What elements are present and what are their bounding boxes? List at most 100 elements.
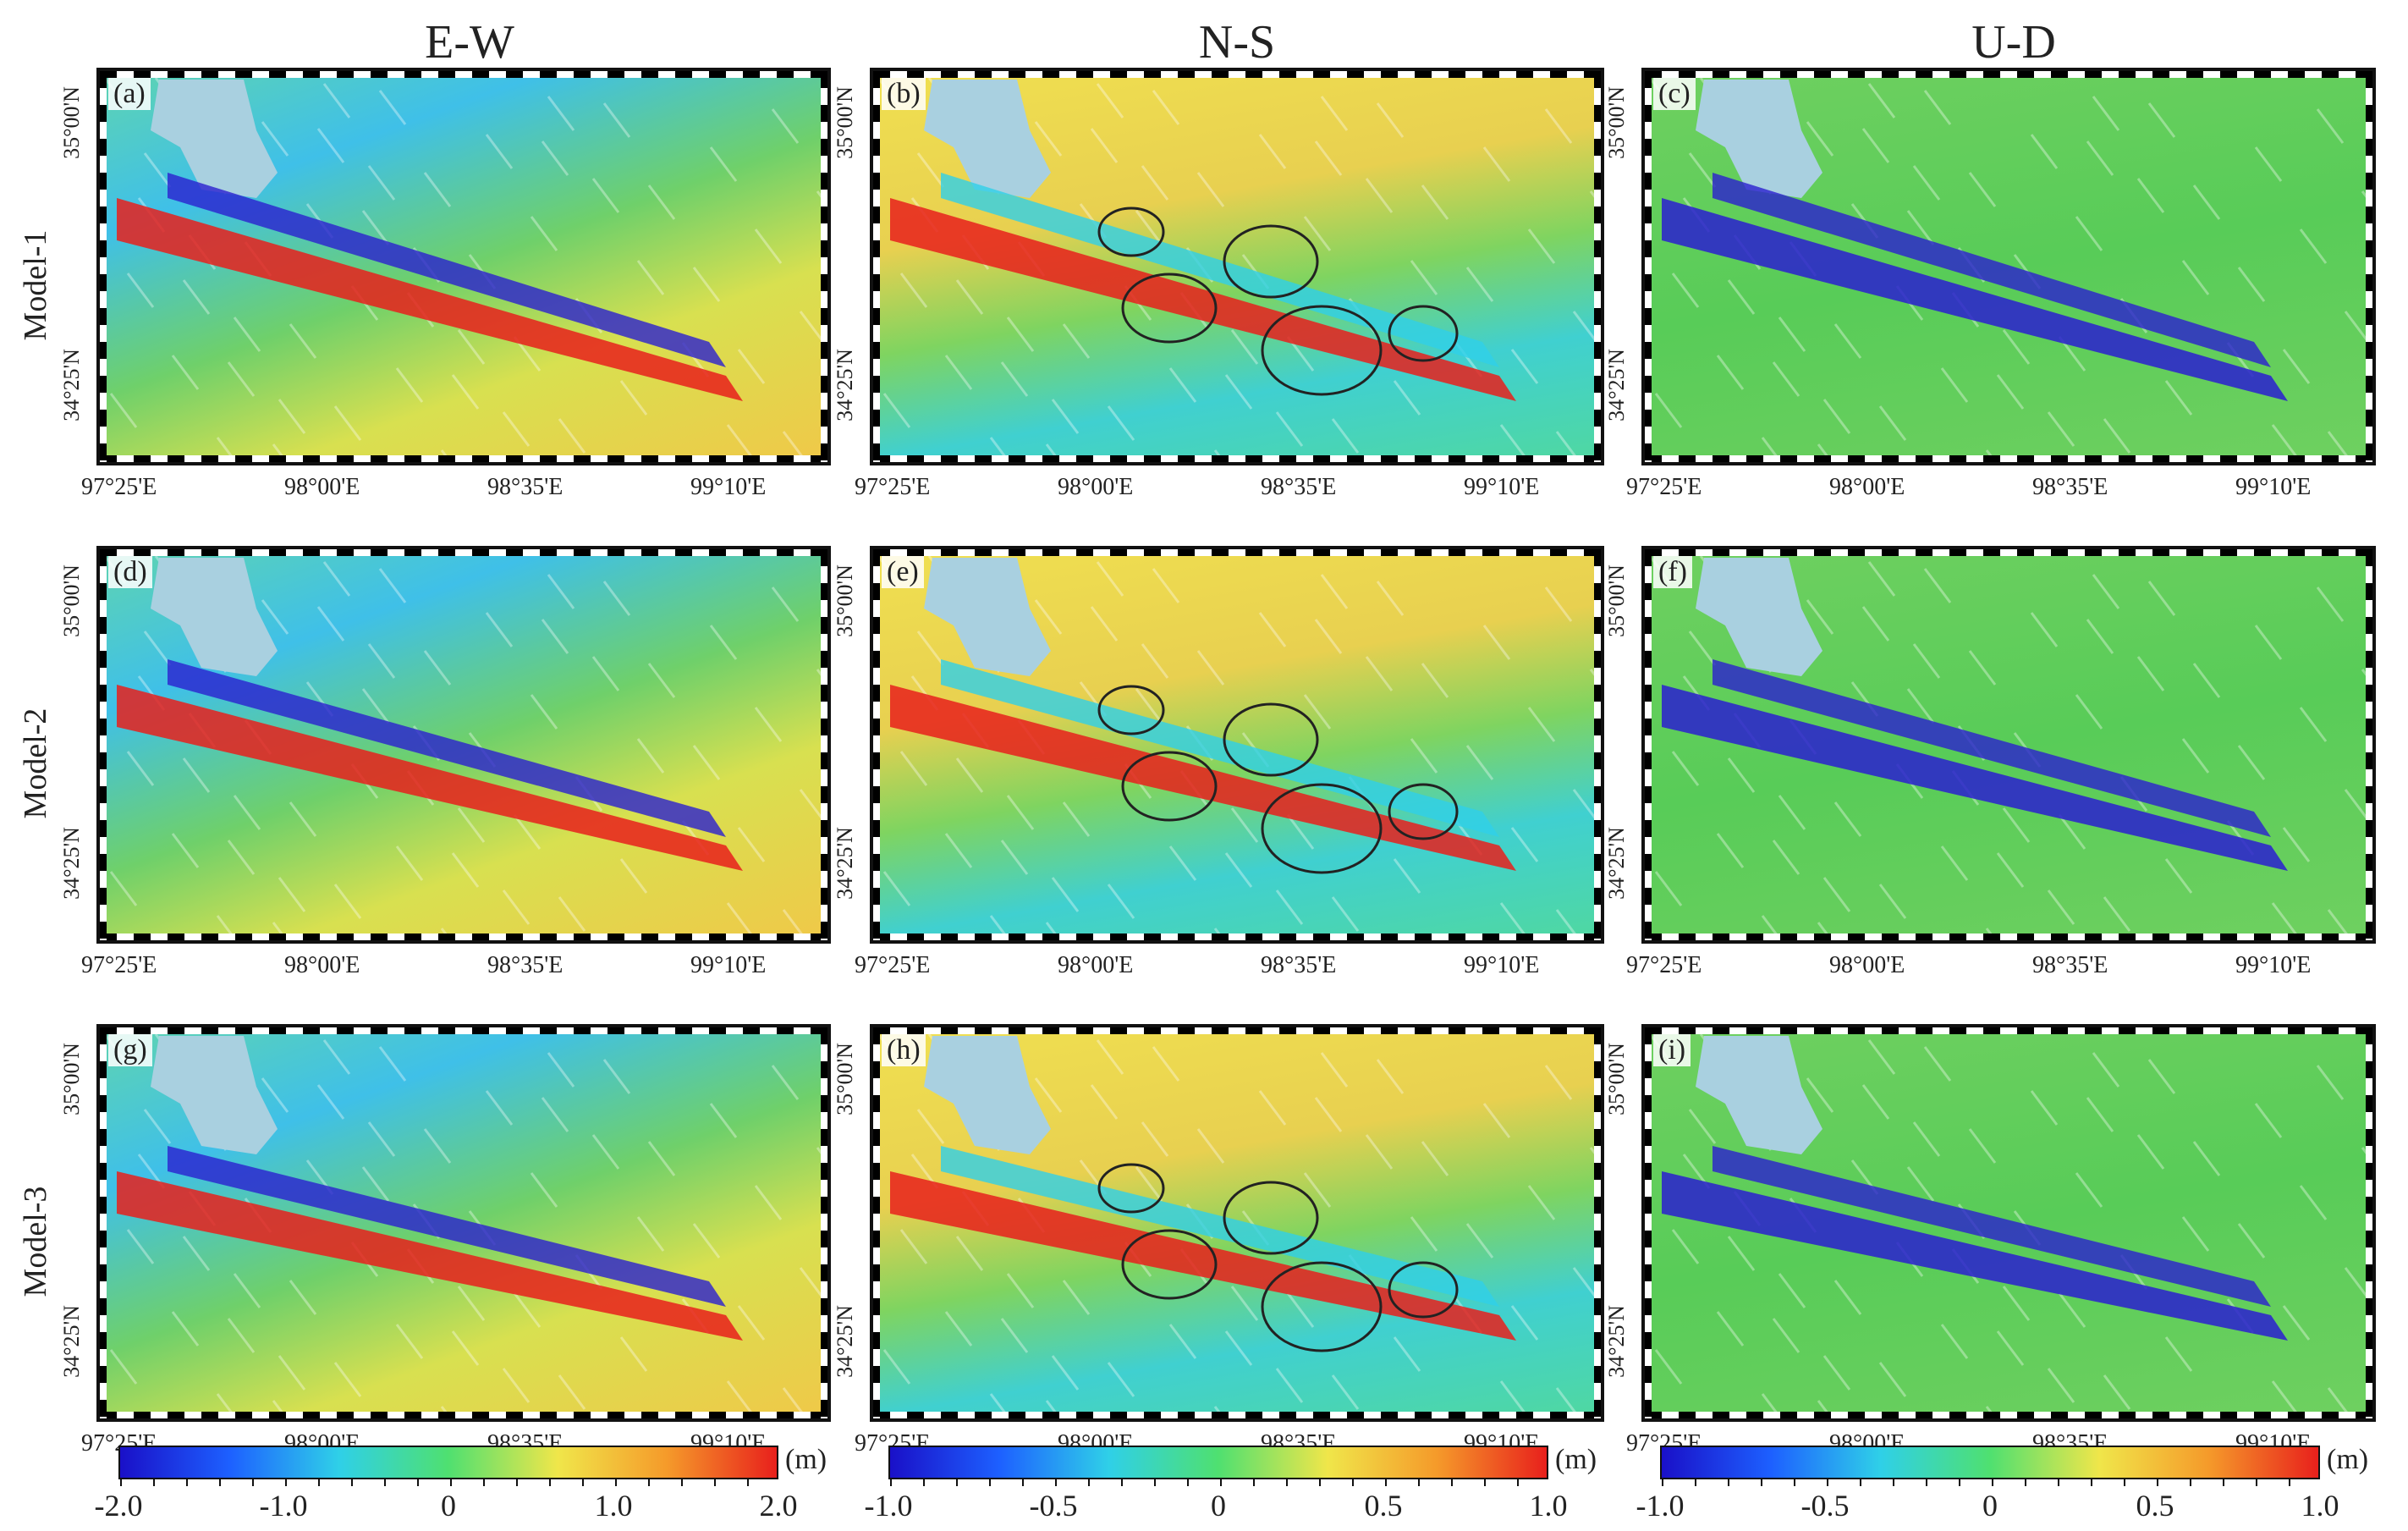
lake-shape (1696, 80, 1822, 198)
frame-ticks (1645, 933, 2372, 940)
terrain-shade (109, 871, 138, 906)
terrain-shade (423, 172, 452, 207)
fault-band-opposite (1713, 173, 2271, 367)
terrain-shade (828, 594, 831, 628)
terrain-shade (1275, 889, 1304, 925)
terrain-shade (2237, 267, 2266, 302)
terrain-shade (2147, 102, 2176, 138)
terrain-shade (395, 367, 424, 403)
lon-label: 98°35'E (1261, 474, 1337, 500)
colorbar-tick: 0 (441, 1489, 456, 1523)
terrain-shade (1527, 229, 1556, 264)
terrain-shade (1062, 801, 1091, 837)
colorbar-tick: 1.0 (594, 1489, 633, 1523)
terrain-shade (1465, 1223, 1494, 1258)
panel-label: (a) (108, 78, 151, 110)
terrain-shade (2002, 329, 2031, 365)
terrain-shade (754, 1185, 783, 1220)
terrain-shade (1968, 650, 1997, 686)
terrain-shade (1393, 380, 1421, 416)
terrain-shade (1034, 1077, 1063, 1113)
terrain-shade (1135, 210, 1163, 245)
terrain-shade (2237, 745, 2266, 780)
lon-label: 98°35'E (2032, 474, 2108, 500)
lat-label: 34°25'N (58, 827, 84, 900)
map-panel: (e) (870, 546, 1604, 944)
colorbar-tick: 2.0 (759, 1489, 798, 1523)
lon-label: 98°00'E (1058, 474, 1134, 500)
terrain-shade (2299, 1185, 2328, 1220)
lat-label: 35°00'N (1603, 564, 1629, 637)
terrain-shade (2373, 594, 2376, 628)
terrain-shade (1331, 1374, 1360, 1410)
terrain-shade (143, 631, 172, 666)
terrain-shade (636, 738, 665, 774)
frame-ticks (1645, 1027, 1652, 1418)
terrain-shade (882, 393, 911, 428)
terrain-shade (771, 108, 800, 144)
panel-label: (c) (1653, 78, 1696, 110)
fault-band (117, 198, 743, 401)
terrain-shade (1168, 367, 1197, 403)
terrain-shade (143, 152, 172, 188)
lat-label: 34°25'N (832, 1305, 857, 1378)
terrain-shade (1806, 599, 1834, 635)
terrain-shade (1421, 663, 1449, 698)
terrain-shade (1230, 329, 1259, 365)
terrain-shade (1499, 1380, 1528, 1416)
terrain-shade (261, 1077, 289, 1113)
lat-label: 34°25'N (1603, 349, 1629, 421)
terrain-shade (2030, 612, 2059, 647)
colorbar-tick: 0.5 (2136, 1489, 2174, 1523)
frame-ticks (873, 1027, 1601, 1034)
terrain-shade (541, 1097, 569, 1132)
colorbar-unit-ud: (m) (2327, 1444, 2369, 1475)
terrain-shade (423, 1128, 452, 1164)
terrain-shade (171, 1311, 200, 1347)
lake-shape (151, 1036, 278, 1154)
terrain-shade (1224, 1330, 1253, 1366)
terrain-shade (2103, 418, 2131, 454)
terrain-shade (1482, 146, 1511, 182)
terrain-shade (1772, 361, 1801, 397)
terrain-shade (754, 229, 783, 264)
map-panel: (a) (96, 68, 831, 465)
terrain-shade (2254, 146, 2283, 182)
lake-shape (151, 558, 278, 676)
terrain-shade (2254, 625, 2283, 660)
terrain-shade (558, 1374, 586, 1410)
terrain-shade (754, 707, 783, 742)
colorbar-ns (888, 1446, 1548, 1486)
terrain-shade (1527, 707, 1556, 742)
terrain-shade (1778, 317, 1806, 352)
terrain-shade (1822, 399, 1851, 434)
terrain-shade (2092, 574, 2120, 609)
terrain-shade (1258, 612, 1287, 647)
terrain-shade (109, 1349, 138, 1385)
lake-shape (151, 80, 278, 198)
terrain-shade (1861, 128, 1890, 163)
terrain-shade (1878, 405, 1907, 441)
terrain-shade (709, 1103, 738, 1138)
frame-ticks (1645, 1412, 2372, 1418)
deformation-map (1645, 549, 2376, 940)
terrain-shade (1861, 1084, 1890, 1120)
terrain-shade (216, 915, 238, 940)
terrain-shade (2136, 656, 2165, 691)
lon-label: 97°25'E (81, 952, 157, 978)
highlight-ellipse (1097, 207, 1165, 257)
terrain-shade (1544, 108, 1573, 144)
terrain-shade (1135, 1166, 1163, 1202)
terrain-shade (619, 380, 648, 416)
terrain-shade (1000, 1318, 1029, 1353)
terrain-shade (647, 184, 676, 220)
terrain-shade (1135, 688, 1163, 724)
terrain-shade (513, 814, 542, 850)
terrain-shade (1867, 83, 1896, 118)
lon-label: 97°25'E (1626, 474, 1702, 500)
map-panel: (f) (1641, 546, 2376, 944)
terrain-shade (1912, 1121, 1941, 1157)
lat-label: 34°25'N (1603, 827, 1629, 900)
terrain-shade (395, 845, 424, 881)
terrain-shade (1439, 941, 1465, 944)
